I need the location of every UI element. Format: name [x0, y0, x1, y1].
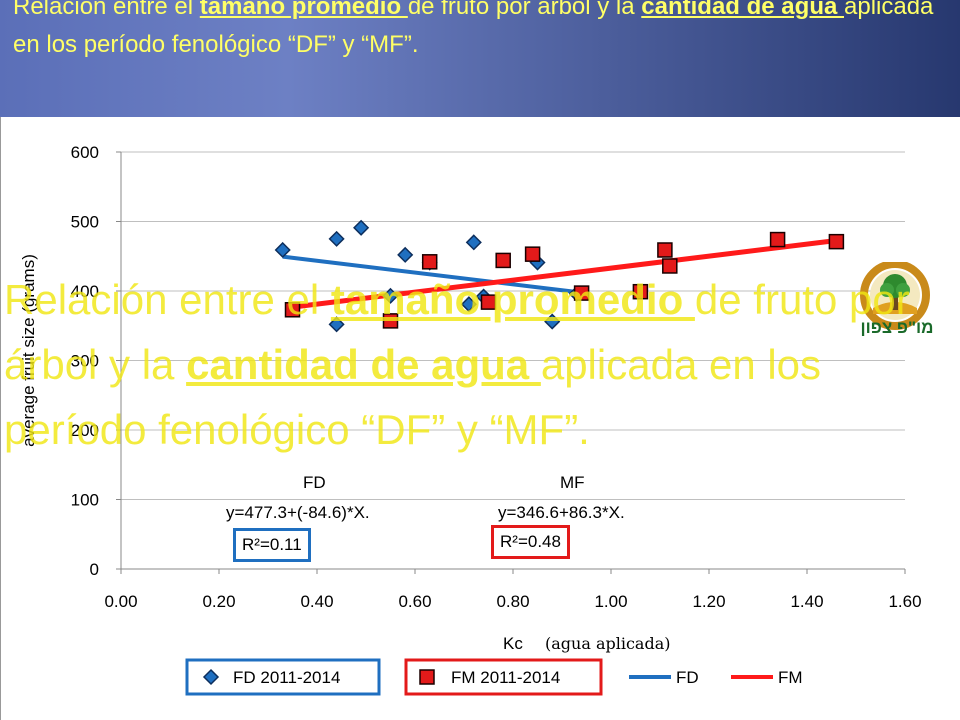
fd-data-point — [382, 287, 399, 304]
y-tick-label: 0 — [90, 560, 99, 579]
tree-logo-icon — [860, 260, 930, 330]
fm-data-point — [382, 313, 399, 329]
x-tick-label: 1.60 — [888, 592, 921, 611]
header-title-part-2: de fruto por árbol y la — [407, 0, 642, 20]
fm-legend-marker — [419, 669, 435, 685]
x-tick-label: 1.20 — [692, 592, 725, 611]
fd-data-point — [274, 241, 291, 259]
fd-equation: y=477.3+(-84.6)*X. — [226, 503, 370, 522]
mf-equation: y=346.6+86.3*X. — [498, 503, 625, 522]
fm-data-point — [769, 231, 786, 248]
fd-data-point — [397, 246, 414, 263]
org-logo: מו"פ צפון — [849, 260, 945, 346]
mf-equation-label: MF — [560, 473, 585, 492]
title-header: Relación entre el tamaño promedio de fru… — [0, 0, 960, 117]
logo-text: מו"פ צפון — [860, 318, 934, 337]
x-axis-label: Kc — [503, 634, 523, 653]
fm-trend-line — [292, 238, 837, 310]
fd-data-point — [328, 230, 345, 247]
fd-trend-line — [282, 254, 577, 294]
header-title-part-0: Relación entre el — [13, 0, 200, 20]
chart-panel: 0 100 200 300 400 500 600 0.00 0.20 0.40 0.60 0.80 1… — [0, 117, 960, 720]
fd-legend-marker — [202, 668, 220, 686]
y-axis-label: average fruit size (grams) — [19, 254, 38, 447]
fd-data-point — [465, 234, 482, 251]
y-tick-label: 500 — [71, 213, 99, 232]
fm-data-point — [828, 233, 845, 250]
header-title-part-4: aplicada en los período fenológico “DF” … — [13, 0, 934, 58]
fm-legend-label: FM 2011-2014 — [451, 668, 560, 687]
fm-data-point — [495, 252, 511, 269]
fm-data-point — [657, 242, 673, 258]
x-tick-label: 0.60 — [398, 592, 431, 611]
fd-line-legend-label: FD — [676, 668, 699, 687]
x-axis-note: (agua aplicada) — [545, 634, 671, 653]
fm-data-point — [632, 283, 649, 300]
x-tick-label: 0.80 — [496, 592, 529, 611]
header-title-part-1: tamaño promedio — [199, 0, 408, 20]
x-tick-label: 0.20 — [202, 592, 235, 611]
fm-data-point — [524, 246, 541, 262]
fm-data-point — [573, 285, 590, 301]
x-tick-label: 0.00 — [104, 592, 137, 611]
y-tick-label: 100 — [71, 491, 99, 510]
fd-data-point — [353, 219, 370, 236]
x-tick-label: 1.40 — [790, 592, 823, 611]
fm-data-point — [480, 294, 497, 310]
fm-line-legend-label: FM — [778, 668, 803, 687]
x-tick-label: 0.40 — [300, 592, 333, 611]
y-tick-label: 600 — [71, 143, 99, 162]
fd-data-point — [544, 313, 561, 330]
fm-data-point — [421, 254, 438, 270]
y-tick-label: 400 — [71, 282, 99, 301]
fd-r2-box: R²=0.11 — [233, 528, 311, 562]
header-title-part-3: cantidad de agua — [641, 0, 844, 20]
y-tick-label: 300 — [71, 352, 99, 371]
slide-title: Relación entre el tamaño promedio de fru… — [13, 0, 943, 64]
fm-data-point — [662, 258, 678, 274]
scatter-chart: 0 100 200 300 400 500 600 0.00 0.20 0.40 0.60 0.80 1… — [19, 143, 922, 696]
mf-r2-box: R²=0.48 — [491, 525, 570, 559]
fm-data-point — [284, 302, 301, 318]
y-tick-label: 200 — [71, 421, 99, 440]
fd-legend-label: FD 2011-2014 — [233, 668, 340, 687]
fd-equation-label: FD — [303, 473, 326, 492]
fd-data-point — [328, 316, 345, 333]
fd-legend-box — [185, 658, 381, 696]
x-tick-label: 1.00 — [594, 592, 627, 611]
fd-data-point — [460, 296, 477, 313]
fm-legend-box — [404, 658, 603, 696]
